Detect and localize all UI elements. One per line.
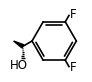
Text: HO: HO bbox=[10, 59, 28, 72]
Text: F: F bbox=[70, 8, 77, 21]
Text: F: F bbox=[70, 61, 77, 74]
Polygon shape bbox=[14, 41, 24, 48]
